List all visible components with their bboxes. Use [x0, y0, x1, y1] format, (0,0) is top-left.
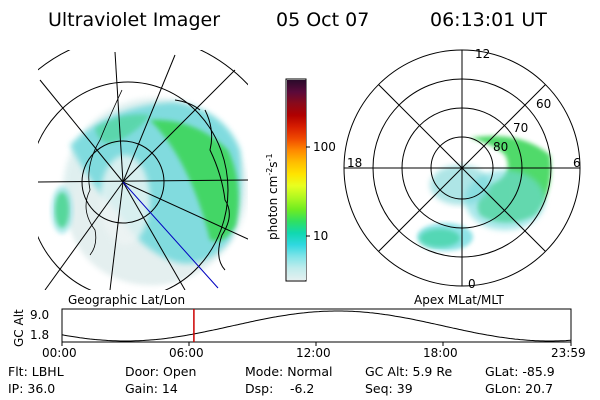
polar-grid: [343, 49, 581, 287]
mlt-label-0: 0: [468, 277, 476, 291]
mlt-label-6: 6: [573, 156, 581, 170]
header-time: 06:13:01 UT: [430, 9, 547, 31]
y-tick-9: 9.0: [30, 308, 50, 322]
x-label-1800: 18:00: [423, 346, 458, 360]
colorbar-label-100: 100: [313, 140, 336, 154]
info-gc-alt: GC Alt: 5.9 Re: [365, 364, 453, 379]
y-tick-1-8: 1.8: [30, 328, 50, 342]
timeline-ylabel: GC Alt: [12, 309, 26, 347]
geographic-grid: [38, 50, 248, 290]
colorbar: [287, 80, 306, 280]
info-gain: Gain: 14: [125, 381, 178, 396]
orbit-altitude-curve: [61, 310, 572, 342]
mlat-label-70: 70: [513, 121, 529, 135]
mlt-label-18: 18: [347, 156, 363, 170]
mlat-label-60: 60: [536, 97, 552, 111]
info-dsp-value: -6.2: [290, 381, 315, 396]
colorbar-frame: [285, 78, 307, 282]
satellite-track: [122, 181, 219, 289]
app-title: Ultraviolet Imager: [48, 9, 221, 31]
mlt-label-12: 12: [475, 47, 491, 61]
geographic-label: Geographic Lat/Lon: [68, 293, 186, 307]
info-door: Door: Open: [125, 364, 197, 379]
x-label-2359: 23:59: [551, 346, 586, 360]
info-ip: IP: 36.0: [8, 381, 56, 396]
info-mode: Mode: Normal: [245, 364, 333, 379]
info-filter: Flt: LBHL: [8, 364, 64, 379]
timeline-frame: [61, 308, 572, 343]
info-glat: GLat: -85.9: [485, 364, 555, 379]
colorbar-label-10: 10: [313, 229, 329, 243]
header-date: 05 Oct 07: [276, 9, 370, 31]
info-seq: Seq: 39: [365, 381, 413, 396]
mlat-label-80: 80: [493, 140, 509, 154]
x-label-1200: 12:00: [296, 346, 331, 360]
x-label-0600: 06:00: [169, 346, 204, 360]
apex-label: Apex MLat/MLT: [414, 293, 504, 307]
x-label-0000: 00:00: [42, 346, 77, 360]
info-glon: GLon: 20.7: [485, 381, 554, 396]
polar-aurora: [417, 136, 551, 251]
info-dsp-label: Dsp:: [245, 381, 274, 396]
